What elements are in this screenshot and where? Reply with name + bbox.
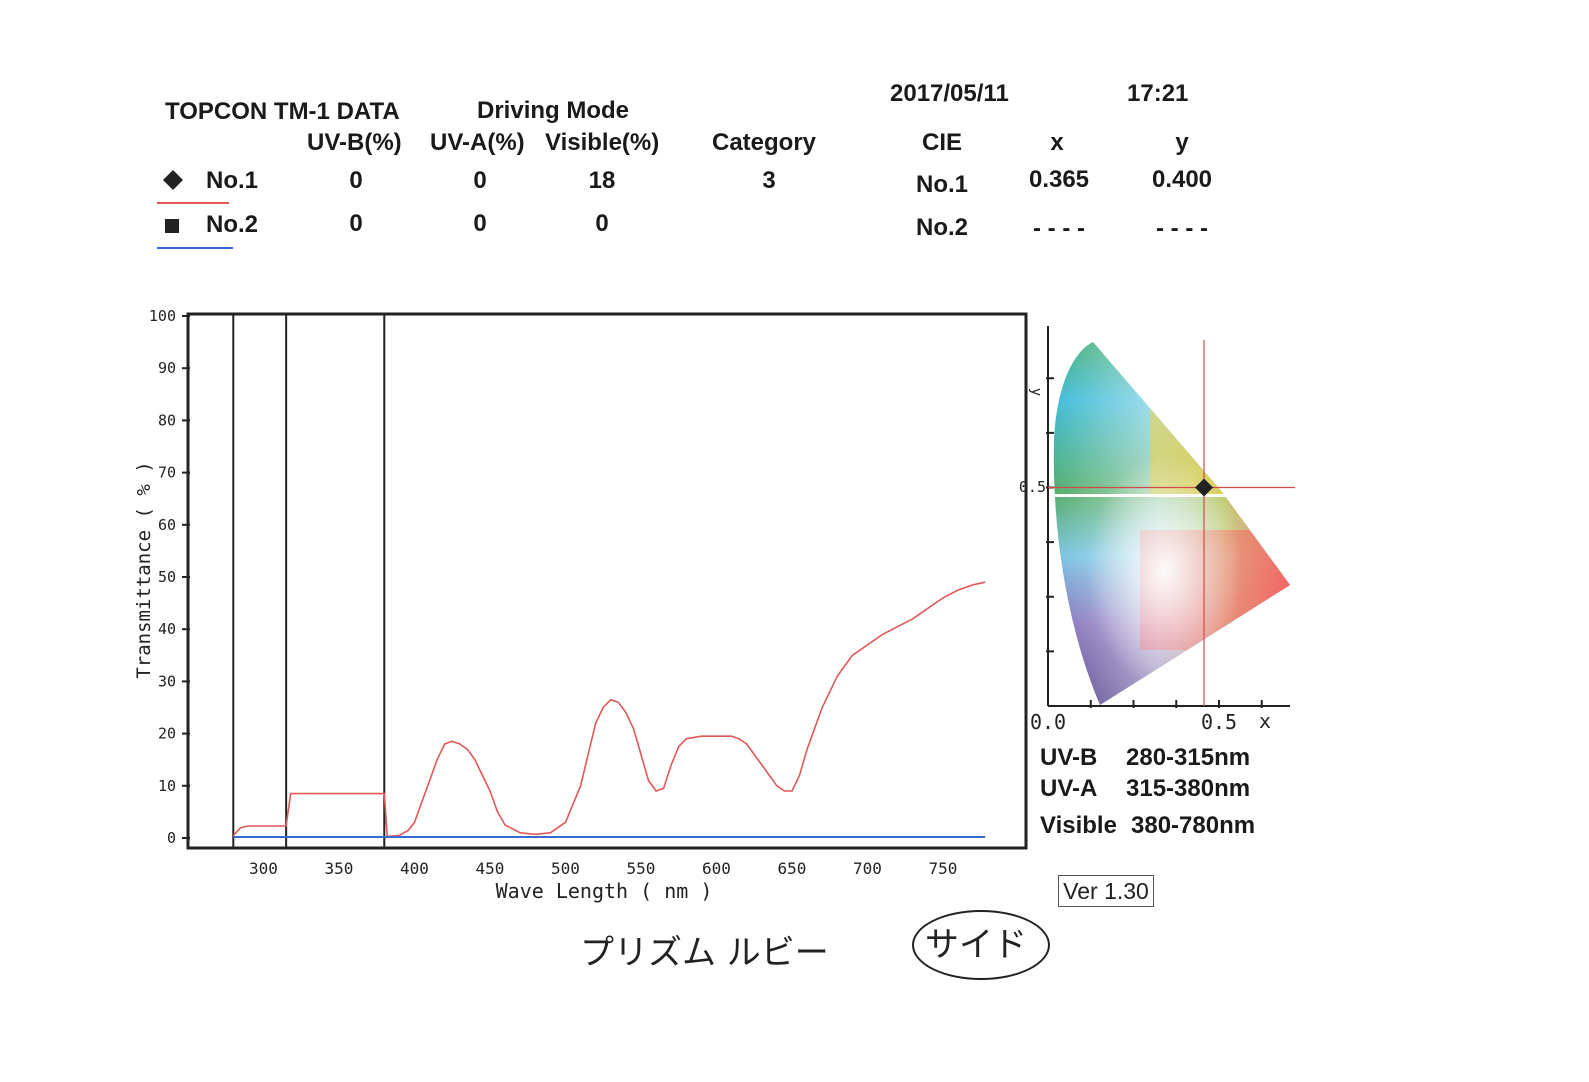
report-time: 17:21: [1127, 80, 1189, 107]
cie-y-axis-letter: y: [1028, 388, 1044, 396]
square-marker-icon: [165, 219, 179, 233]
cie-row-2-label: No.2: [915, 214, 969, 241]
sample-2-cie-x: - - - -: [1033, 215, 1085, 242]
sample-line-swatch-2: [157, 247, 233, 249]
band-uvb-name: UV-B: [1040, 744, 1098, 771]
col-category-header: Category: [712, 129, 817, 156]
plot-frame: [186, 312, 1028, 850]
y-tick-label: 90: [158, 359, 176, 377]
cie-row-1-label: No.1: [915, 171, 969, 198]
x-tick-label: 350: [325, 859, 354, 878]
sample-1-category: 3: [762, 167, 776, 194]
cie-xtick-0.0: 0.0: [1030, 710, 1066, 734]
report-title: TOPCON TM-1 DATA: [165, 98, 400, 125]
y-tick-label: 0: [167, 829, 176, 847]
y-tick-label: 40: [158, 620, 176, 638]
cie-ytick-0.5: 0.5: [1019, 478, 1046, 496]
sample-1-cie-y: 0.400: [1151, 166, 1213, 193]
band-uvb-range: 280-315nm: [1126, 744, 1251, 771]
report-date: 2017/05/11: [890, 80, 1009, 107]
cie-point-marker: [1195, 478, 1214, 497]
band-visible-name: Visible: [1040, 812, 1117, 839]
cie-chromaticity-diagram: y x 0.5 0.0 0.5: [1019, 326, 1295, 734]
x-tick-label: 400: [400, 859, 429, 878]
col-uvb-header: UV-B(%): [307, 129, 402, 156]
cie-x-axis-letter: x: [1259, 709, 1271, 733]
y-tick-label: 70: [158, 464, 176, 482]
y-axis-label: Transmittance ( % ): [133, 461, 155, 678]
y-tick-label: 50: [158, 568, 176, 586]
x-tick-label: 750: [929, 859, 958, 878]
sample-2-cie-y: - - - -: [1156, 215, 1208, 242]
y-tick-label: 100: [149, 307, 176, 325]
y-tick-label: 20: [158, 725, 176, 743]
x-tick-label: 650: [778, 859, 807, 878]
x-tick-label: 550: [627, 859, 656, 878]
sample-1-visible: 18: [588, 167, 616, 194]
x-tick-label: 450: [476, 859, 505, 878]
band-uva-name: UV-A: [1040, 775, 1098, 802]
x-axis-label: Wave Length ( nm ): [496, 879, 713, 903]
driving-mode-label: Driving Mode: [477, 97, 630, 124]
x-tick-label: 700: [853, 859, 882, 878]
cie-xtick-0.5: 0.5: [1201, 710, 1237, 734]
cie-x-header: x: [1050, 129, 1064, 156]
version-label: Ver 1.30: [1058, 875, 1154, 907]
band-visible-range: 380-780nm: [1131, 812, 1256, 839]
cie-y-header: y: [1175, 129, 1189, 156]
col-visible-header: Visible(%): [545, 129, 660, 156]
transmittance-chart: 0 10 20 30 40 50 60 70 80 90 100 300 350 400 450 500 550…: [133, 307, 1028, 903]
handwritten-circled-note: サイド: [925, 925, 1027, 965]
diamond-marker-icon: [163, 170, 183, 190]
sample-1-cie-x: 0.365: [1028, 166, 1090, 193]
band-uva-range: 315-380nm: [1126, 775, 1251, 802]
y-tick-label: 30: [158, 672, 176, 690]
series-line-no1: [232, 581, 986, 838]
handwritten-circle: [912, 910, 1050, 980]
y-tick-label: 10: [158, 777, 176, 795]
sample-2-uva: 0: [473, 210, 487, 237]
y-tick-label: 80: [158, 411, 176, 429]
x-tick-label: 500: [551, 859, 580, 878]
x-tick-label: 300: [249, 859, 278, 878]
sample-name-1: No.1: [206, 167, 259, 194]
sample-1-uva: 0: [473, 167, 487, 194]
y-tick-label: 60: [158, 516, 176, 534]
sample-2-uvb: 0: [349, 210, 363, 237]
handwritten-product-name: プリズム ルビー: [580, 933, 829, 973]
sample-2-visible: 0: [595, 210, 609, 237]
sample-1-uvb: 0: [349, 167, 363, 194]
sample-line-swatch-1: [157, 202, 229, 204]
x-tick-label: 600: [702, 859, 731, 878]
col-uva-header: UV-A(%): [430, 129, 525, 156]
sample-name-2: No.2: [206, 211, 259, 238]
cie-header: CIE: [921, 129, 963, 156]
